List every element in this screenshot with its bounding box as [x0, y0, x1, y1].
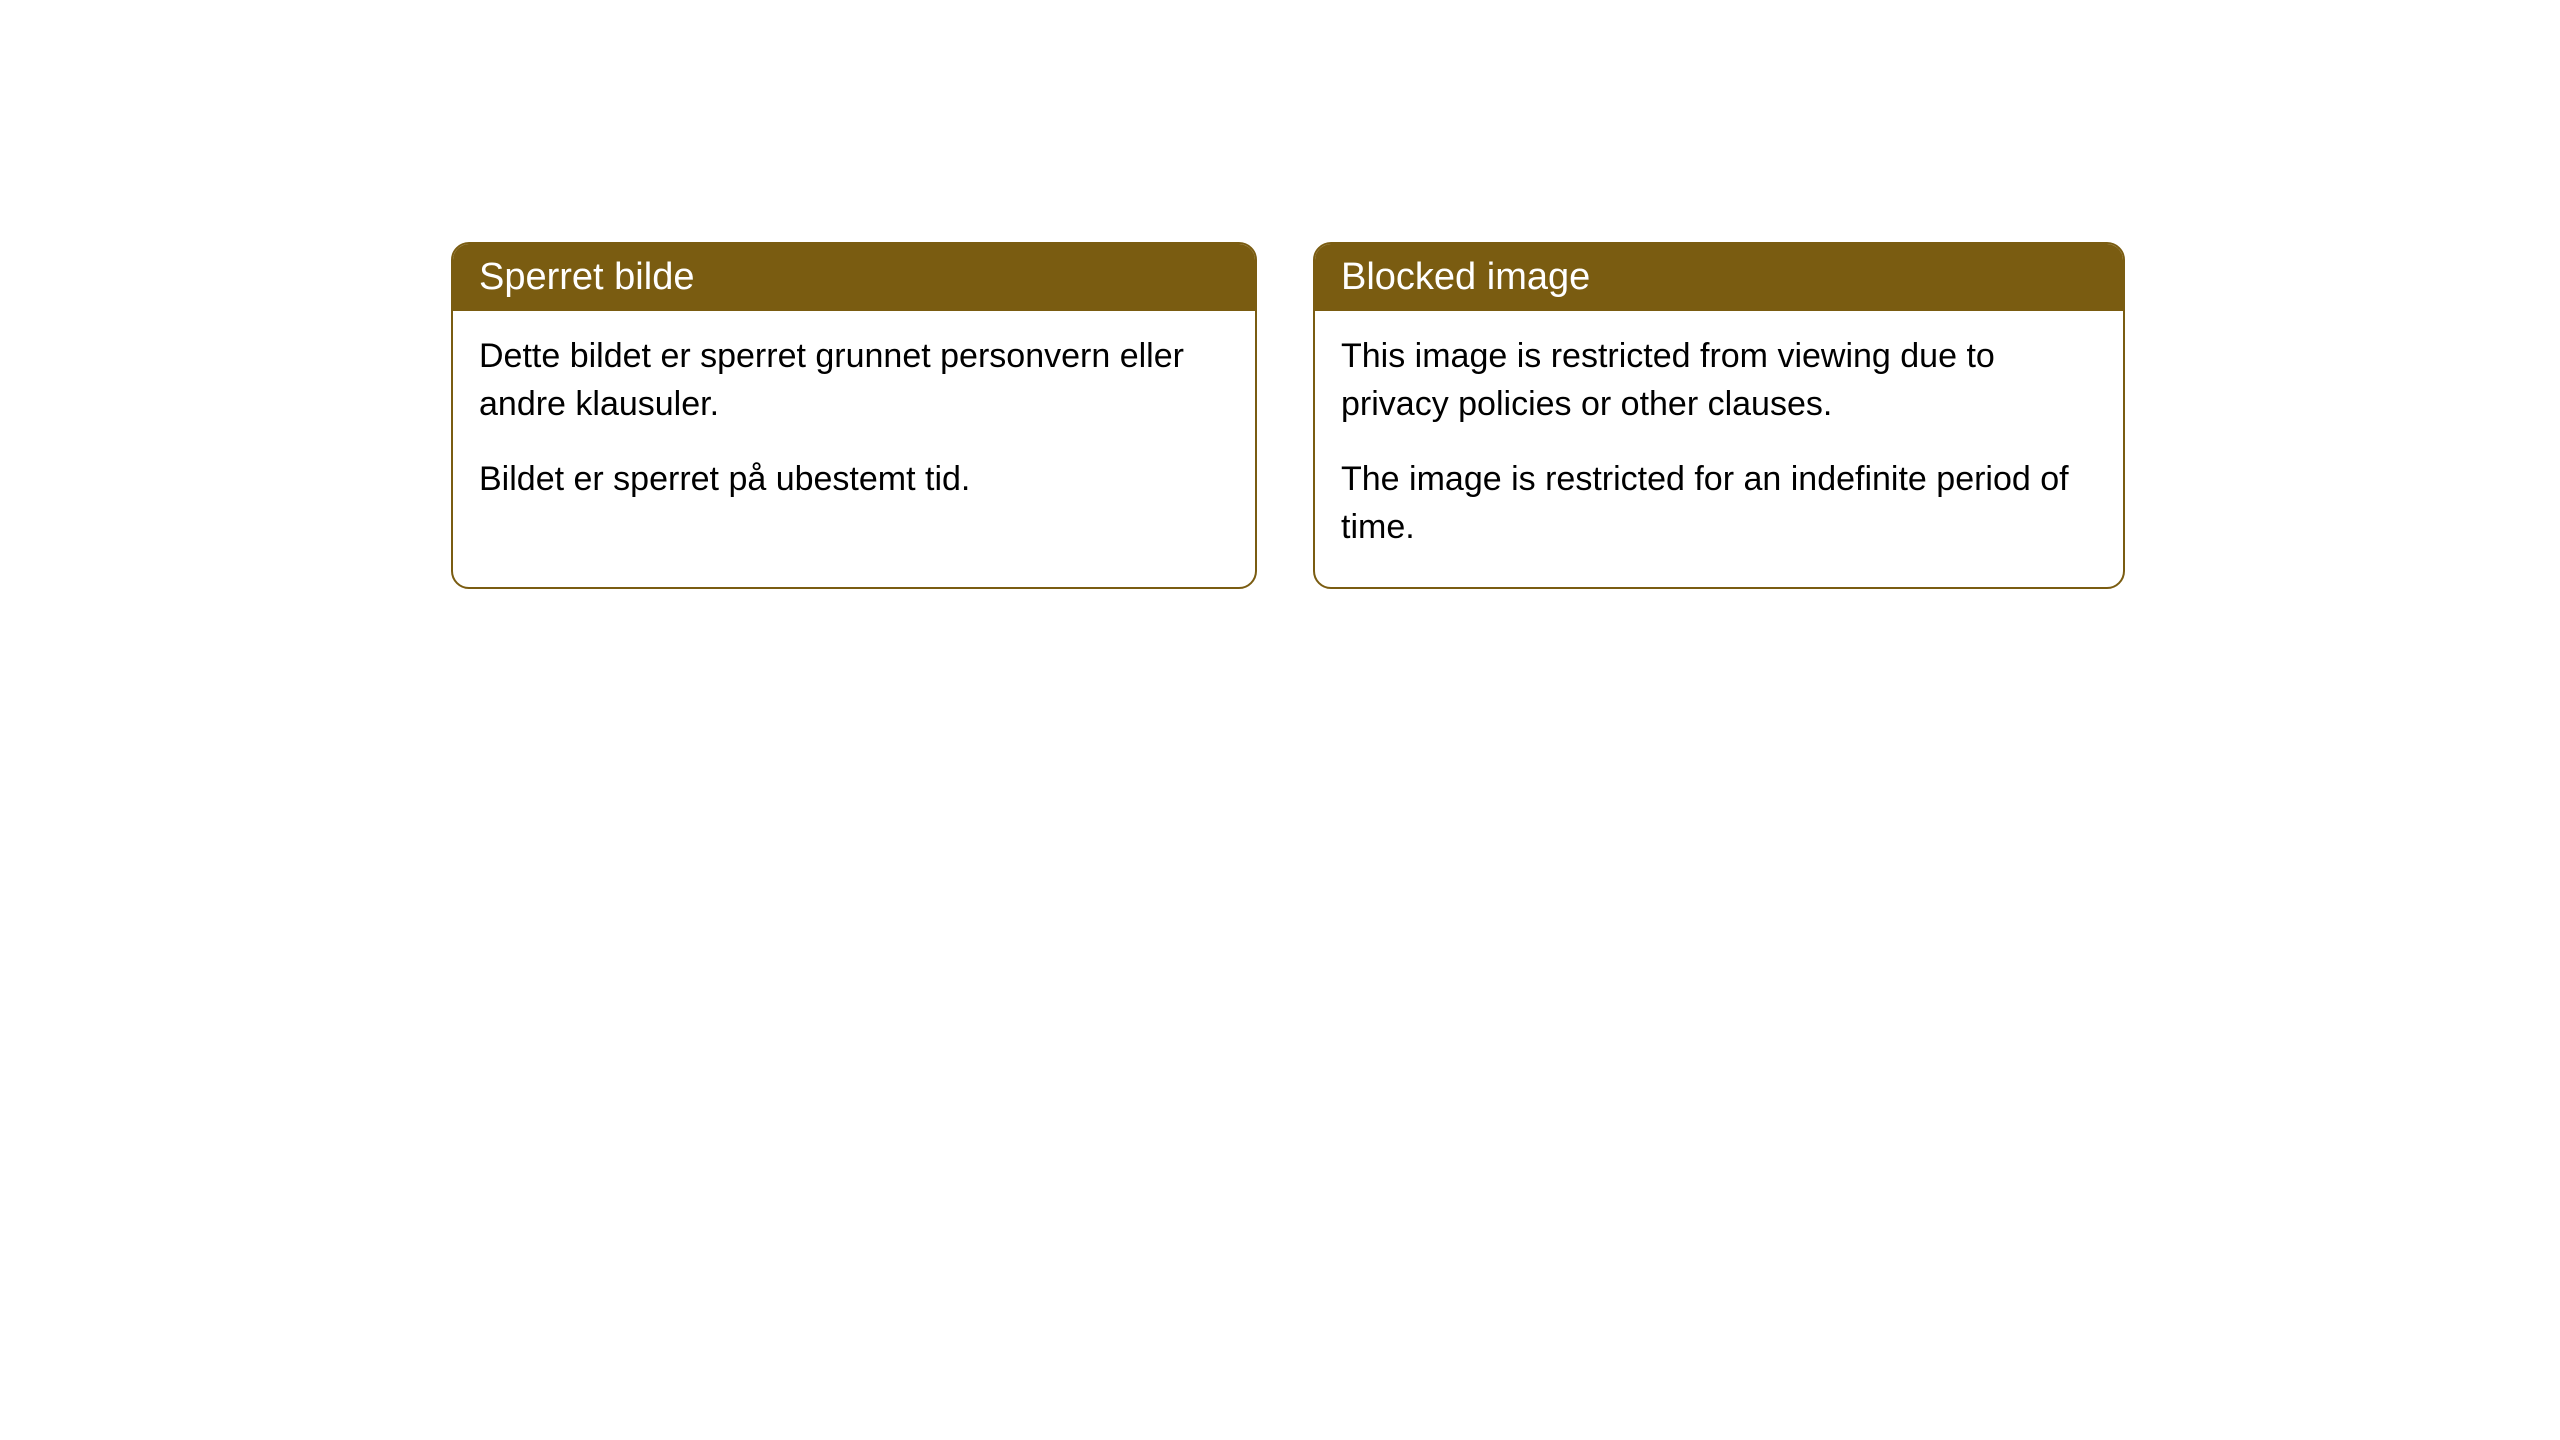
- card-paragraph-1-norwegian: Dette bildet er sperret grunnet personve…: [479, 333, 1229, 428]
- blocked-image-card-english: Blocked image This image is restricted f…: [1313, 242, 2125, 589]
- card-paragraph-1-english: This image is restricted from viewing du…: [1341, 333, 2097, 428]
- notice-cards-container: Sperret bilde Dette bildet er sperret gr…: [451, 242, 2125, 589]
- card-title-english: Blocked image: [1341, 256, 1590, 298]
- card-header-english: Blocked image: [1315, 244, 2123, 311]
- card-title-norwegian: Sperret bilde: [479, 256, 694, 298]
- card-body-english: This image is restricted from viewing du…: [1315, 311, 2123, 587]
- card-paragraph-2-norwegian: Bildet er sperret på ubestemt tid.: [479, 456, 1229, 504]
- card-paragraph-2-english: The image is restricted for an indefinit…: [1341, 456, 2097, 551]
- blocked-image-card-norwegian: Sperret bilde Dette bildet er sperret gr…: [451, 242, 1257, 589]
- card-body-norwegian: Dette bildet er sperret grunnet personve…: [453, 311, 1255, 540]
- card-header-norwegian: Sperret bilde: [453, 244, 1255, 311]
